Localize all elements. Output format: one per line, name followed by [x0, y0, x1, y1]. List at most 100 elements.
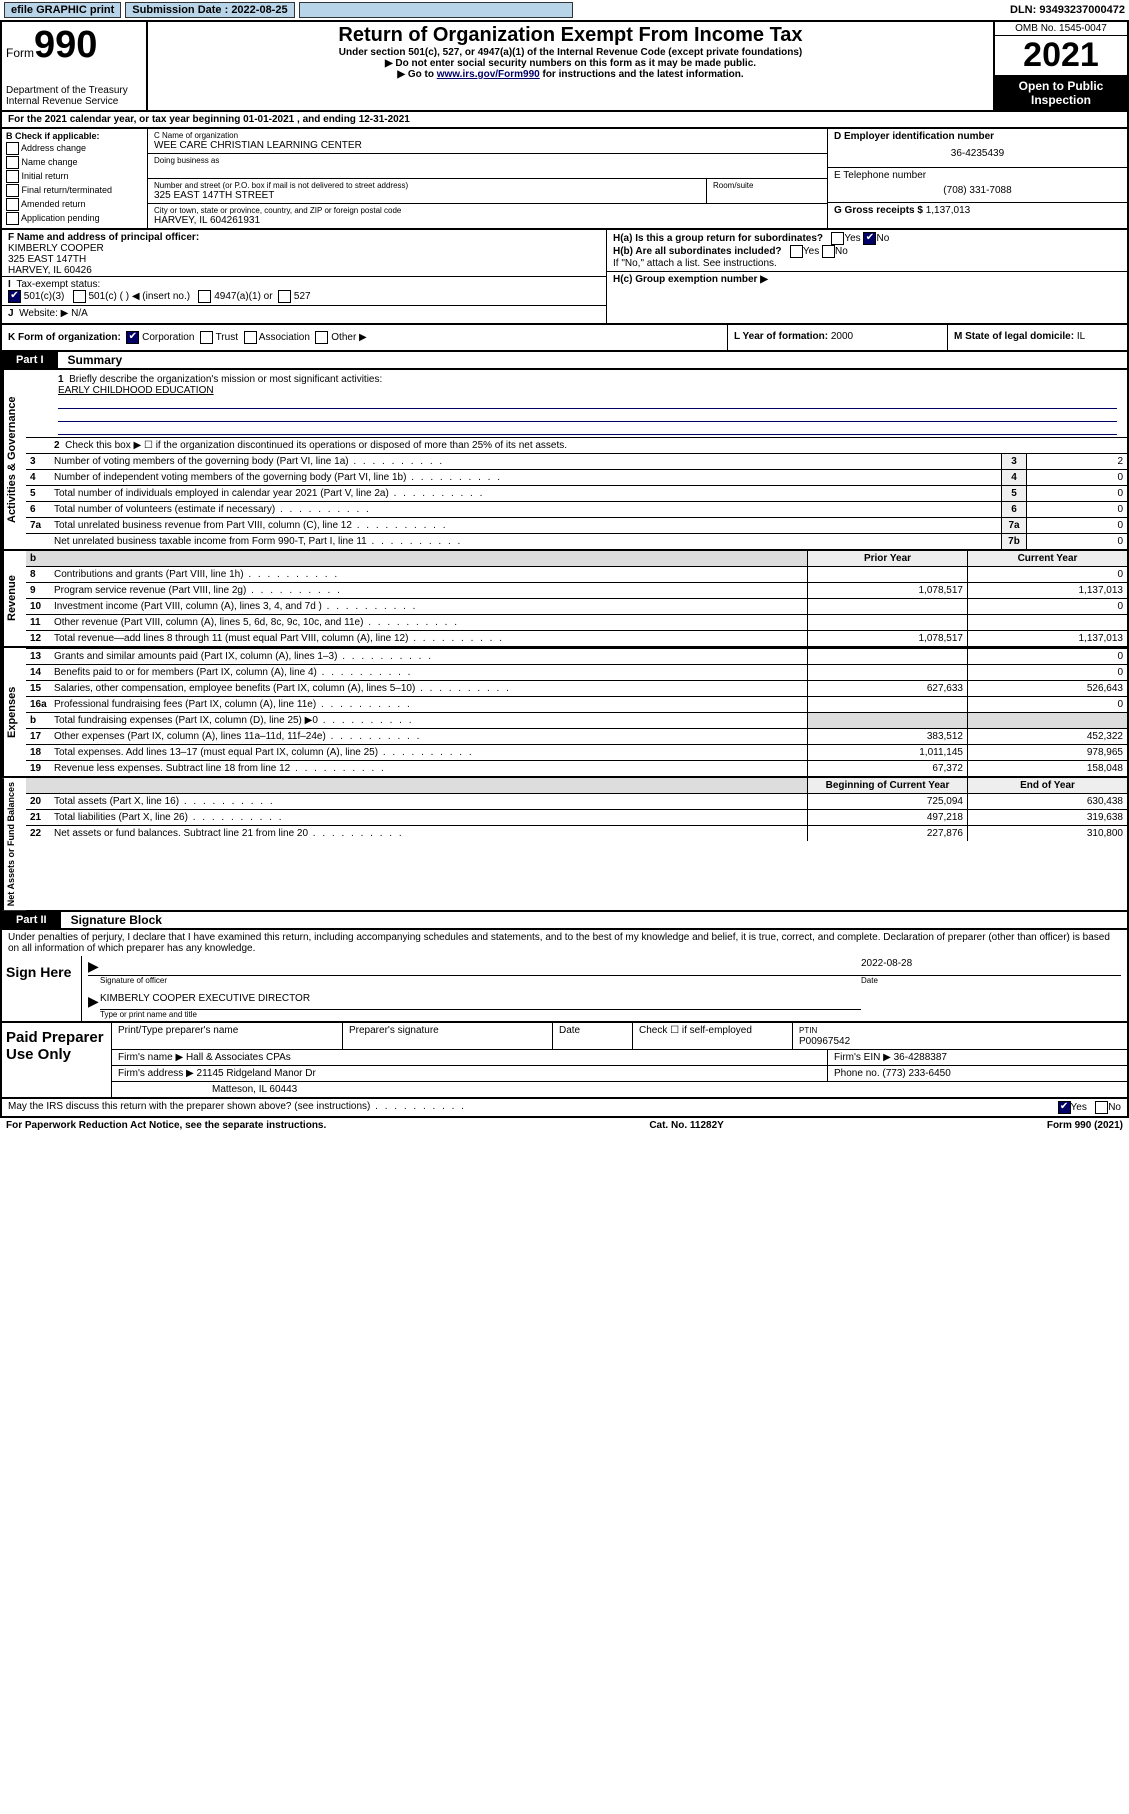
dept-treasury: Department of the Treasury Internal Reve… [6, 85, 142, 107]
cat-no: Cat. No. 11282Y [649, 1120, 723, 1131]
addr-lbl: Number and street (or P.O. box if mail i… [154, 181, 700, 190]
chk-ha-no[interactable]: ✔ [863, 232, 876, 245]
line-i-lbl: Tax-exempt status: [16, 279, 100, 290]
firm-name-lbl: Firm's name ▶ [118, 1052, 183, 1063]
chk-trust[interactable] [200, 331, 213, 344]
part-i-title: Summary [58, 353, 123, 367]
fin-row: 15Salaries, other compensation, employee… [26, 680, 1127, 696]
sig-name-lbl: Type or print name and title [82, 1010, 1127, 1019]
goto-pre: ▶ Go to [397, 69, 436, 80]
chk-corp[interactable]: ✔ [126, 331, 139, 344]
lbl-d-no: No [1108, 1102, 1121, 1113]
officer-name: KIMBERLY COOPER [8, 243, 600, 254]
chk-amended[interactable] [6, 198, 19, 211]
form-org-row: K Form of organization: ✔ Corporation Tr… [0, 325, 1129, 352]
summary-row: 6Total number of volunteers (estimate if… [26, 501, 1127, 517]
lbl-yes: Yes [844, 233, 860, 244]
sig-officer-lbl: Signature of officer [100, 976, 861, 985]
ptin: P00967542 [799, 1036, 850, 1047]
fin-row: 8Contributions and grants (Part VIII, li… [26, 566, 1127, 582]
chk-name[interactable] [6, 156, 19, 169]
line-k-lbl: K Form of organization: [8, 332, 121, 343]
form-foot: Form 990 (2021) [1047, 1120, 1123, 1131]
box-c-name-lbl: C Name of organization [154, 131, 821, 140]
irs-discuss-q: May the IRS discuss this return with the… [8, 1101, 466, 1114]
firm-ein-lbl: Firm's EIN ▶ [834, 1052, 891, 1063]
hdr-prior-year: Prior Year [807, 551, 967, 566]
irs-discuss-row: May the IRS discuss this return with the… [0, 1099, 1129, 1118]
submission-date: Submission Date : 2022-08-25 [125, 2, 294, 18]
chk-initial[interactable] [6, 170, 19, 183]
lbl-yes2: Yes [803, 246, 819, 257]
fin-row: 16aProfessional fundraising fees (Part I… [26, 696, 1127, 712]
sig-date: 2022-08-28 [861, 958, 1121, 975]
ptin-lbl: PTIN [799, 1026, 817, 1035]
netassets-section: Net Assets or Fund Balances Beginning of… [0, 778, 1129, 912]
chk-hb-no[interactable] [822, 245, 835, 258]
officer-addr2: HARVEY, IL 60426 [8, 265, 600, 276]
chk-ha-yes[interactable] [831, 232, 844, 245]
signature-block: Under penalties of perjury, I declare th… [0, 930, 1129, 1023]
line-j-lbl: Website: ▶ [19, 308, 68, 319]
part-i-header: Part I Summary [0, 352, 1129, 370]
goto-post: for instructions and the latest informat… [540, 69, 744, 80]
domicile: IL [1077, 331, 1085, 342]
gross-receipts: 1,137,013 [926, 205, 971, 216]
summary-row: 3Number of voting members of the governi… [26, 453, 1127, 469]
hdr-current-year: Current Year [967, 551, 1127, 566]
fin-row: 10Investment income (Part VIII, column (… [26, 598, 1127, 614]
lbl-d-yes: Yes [1071, 1102, 1087, 1113]
summary-row: 5Total number of individuals employed in… [26, 485, 1127, 501]
chk-assoc[interactable] [244, 331, 257, 344]
efile-button[interactable]: efile GRAPHIC print [4, 2, 121, 18]
fin-row: 20Total assets (Part X, line 16)725,0946… [26, 793, 1127, 809]
sig-name: KIMBERLY COOPER EXECUTIVE DIRECTOR [100, 993, 861, 1010]
prep-h4: Check ☐ if self-employed [632, 1023, 792, 1049]
chk-527[interactable] [278, 290, 291, 303]
lbl-final: Final return/terminated [22, 185, 113, 195]
chk-address[interactable] [6, 142, 19, 155]
summary-row: Net unrelated business taxable income fr… [26, 533, 1127, 549]
blank-field [299, 2, 573, 18]
vl-netassets: Net Assets or Fund Balances [2, 778, 26, 910]
opt-527: 527 [294, 291, 311, 302]
box-b-label: B Check if applicable: [6, 131, 143, 141]
phone-lbl: Phone no. [834, 1068, 880, 1079]
omb-number: OMB No. 1545-0047 [995, 22, 1127, 36]
sig-date-lbl: Date [861, 976, 1121, 985]
chk-4947[interactable] [198, 290, 211, 303]
chk-final[interactable] [6, 184, 19, 197]
chk-other[interactable] [315, 331, 328, 344]
summary-row: 4Number of independent voting members of… [26, 469, 1127, 485]
room-lbl: Room/suite [713, 181, 821, 190]
chk-discuss-no[interactable] [1095, 1101, 1108, 1114]
street-address: 325 EAST 147TH STREET [154, 190, 700, 201]
pra-notice: For Paperwork Reduction Act Notice, see … [6, 1120, 326, 1131]
summary-row: 7aTotal unrelated business revenue from … [26, 517, 1127, 533]
form-header: Form 990 Department of the Treasury Inte… [0, 22, 1129, 112]
chk-discuss-yes[interactable]: ✔ [1058, 1101, 1071, 1114]
part-ii-tab: Part II [2, 912, 61, 928]
revenue-section: Revenue b Prior Year Current Year 8Contr… [0, 551, 1129, 648]
chk-501c3[interactable]: ✔ [8, 290, 21, 303]
firm-addr-lbl: Firm's address ▶ [118, 1068, 194, 1079]
vl-actgov: Activities & Governance [2, 370, 26, 549]
org-name: WEE CARE CHRISTIAN LEARNING CENTER [154, 140, 821, 151]
chk-pending[interactable] [6, 212, 19, 225]
chk-hb-yes[interactable] [790, 245, 803, 258]
firm-ein: 36-4288387 [894, 1052, 947, 1063]
paid-preparer: Paid Preparer Use Only Print/Type prepar… [0, 1023, 1129, 1099]
officer-group-block: F Name and address of principal officer:… [0, 230, 1129, 325]
box-d-lbl: D Employer identification number [834, 131, 1121, 142]
box-g-lbl: G Gross receipts $ [834, 205, 923, 216]
lbl-pending: Application pending [21, 213, 100, 223]
hdr-eoy: End of Year [967, 778, 1127, 793]
fin-row: 9Program service revenue (Part VIII, lin… [26, 582, 1127, 598]
line-m-lbl: M State of legal domicile: [954, 331, 1074, 342]
irs-link[interactable]: www.irs.gov/Form990 [437, 69, 540, 80]
firm-phone: (773) 233-6450 [882, 1068, 950, 1079]
form-number: 990 [34, 24, 97, 67]
subtitle-1: Under section 501(c), 527, or 4947(a)(1)… [152, 47, 989, 58]
chk-501c[interactable] [73, 290, 86, 303]
entity-block: B Check if applicable: Address change Na… [0, 129, 1129, 230]
